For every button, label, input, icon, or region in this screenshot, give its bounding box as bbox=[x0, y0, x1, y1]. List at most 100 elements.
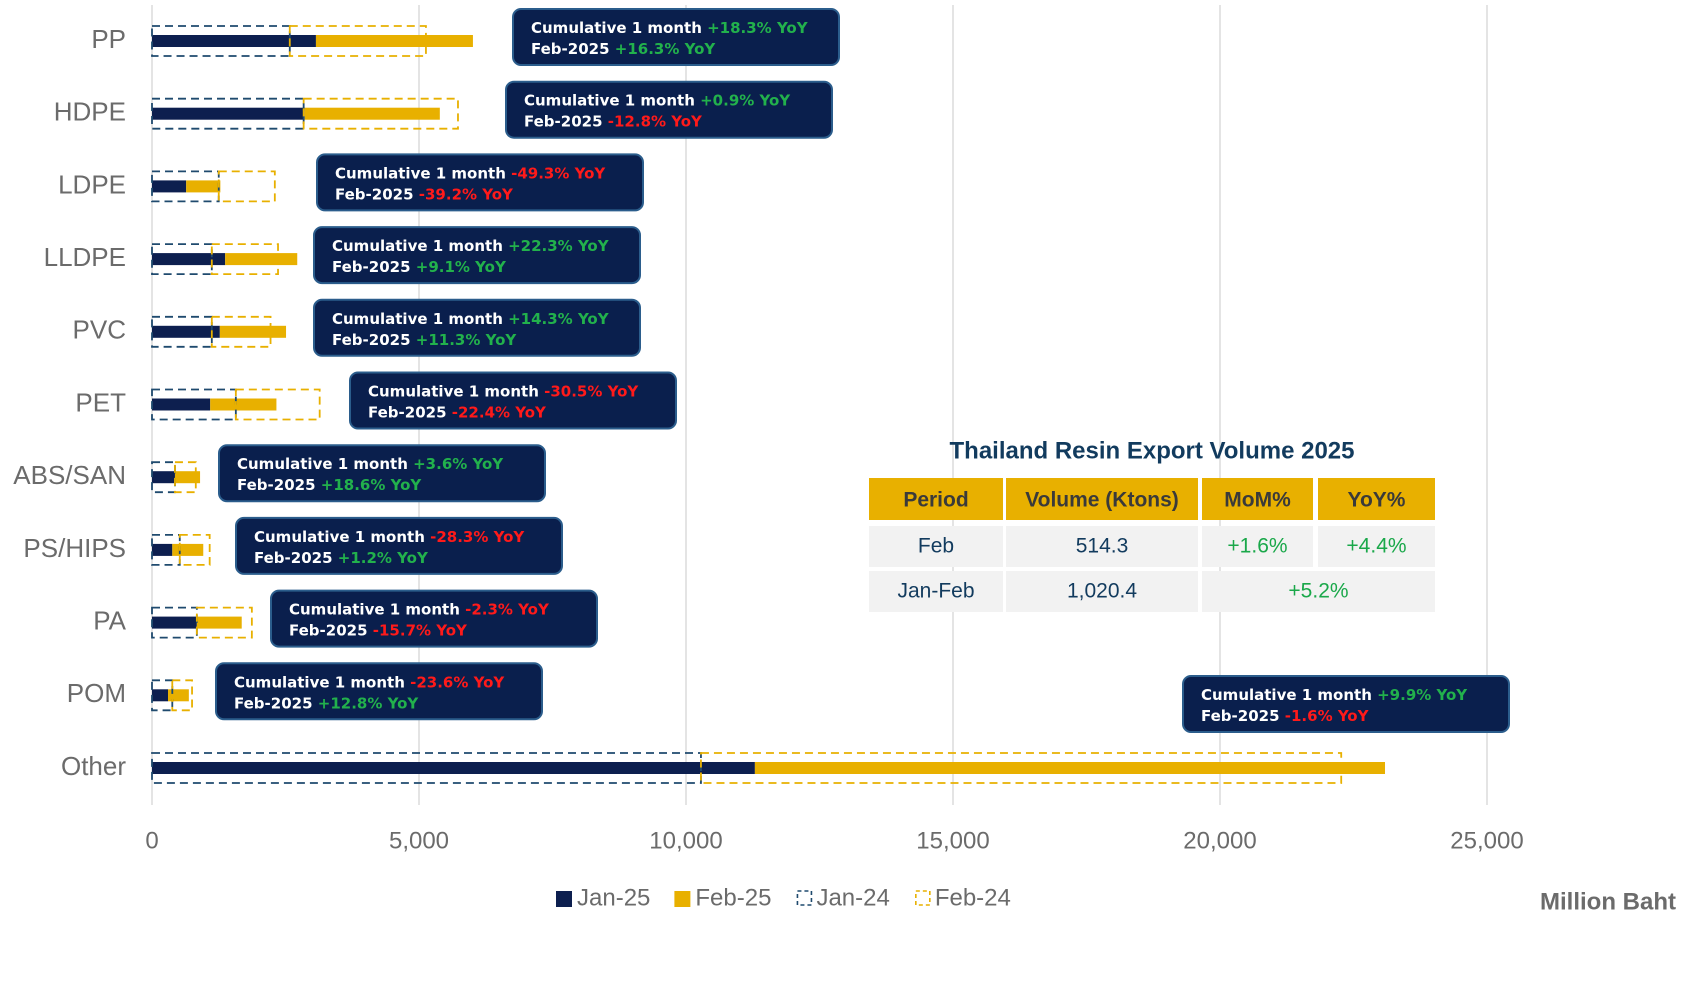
bar bbox=[152, 180, 187, 193]
bar bbox=[196, 616, 242, 629]
annotation-label: Cumulative 1 month bbox=[254, 527, 425, 545]
annotation-change: -2.3% YoY bbox=[465, 600, 550, 618]
x-tick-label: 20,000 bbox=[1183, 827, 1256, 854]
annotation-box bbox=[349, 371, 677, 430]
annotation-text: Cumulative 1 month -49.3% YoY bbox=[335, 164, 606, 182]
table-cell bbox=[869, 571, 1003, 612]
x-tick-label: 10,000 bbox=[649, 827, 722, 854]
prior-year-outline bbox=[151, 243, 213, 276]
bar bbox=[174, 471, 201, 484]
table-header: Period bbox=[903, 489, 968, 512]
annotation-change: +18.3% YoY bbox=[707, 19, 809, 37]
legend-swatch bbox=[915, 890, 931, 906]
annotation-label: Feb-2025 bbox=[335, 185, 414, 203]
annotation-text: Feb-2025 +1.2% YoY bbox=[254, 548, 429, 566]
x-axis-label: Million Baht bbox=[1540, 888, 1676, 915]
annotation-label: Feb-2025 bbox=[254, 548, 333, 566]
category-label: ABS/SAN bbox=[13, 460, 126, 490]
category-label: Other bbox=[61, 751, 126, 781]
bar bbox=[168, 689, 189, 702]
annotation-label: Feb-2025 bbox=[332, 258, 411, 276]
annotation-text: Cumulative 1 month +18.3% YoY bbox=[531, 19, 809, 37]
bar bbox=[152, 689, 169, 702]
table-header-cell bbox=[1006, 478, 1198, 520]
prior-year-outline bbox=[210, 315, 272, 348]
x-tick-label: 0 bbox=[145, 827, 158, 854]
annotation-change: +1.2% YoY bbox=[338, 548, 429, 566]
prior-year-outline bbox=[234, 388, 321, 421]
table-header: YoY% bbox=[1348, 489, 1406, 512]
legend-label: Jan-25 bbox=[577, 884, 650, 911]
table-title: Thailand Resin Export Volume 2025 bbox=[950, 437, 1355, 464]
prior-year-outline bbox=[171, 679, 193, 712]
category-label: LLDPE bbox=[44, 242, 126, 272]
category-label: PS/HIPS bbox=[23, 533, 126, 563]
annotation-change: +9.9% YoY bbox=[1377, 686, 1468, 704]
prior-year-outline bbox=[217, 170, 276, 203]
prior-year-outline bbox=[700, 752, 1343, 784]
annotation-text: Cumulative 1 month +14.3% YoY bbox=[332, 309, 610, 327]
legend-swatch bbox=[674, 891, 691, 907]
bar bbox=[304, 107, 440, 120]
prior-year-outline bbox=[151, 752, 702, 784]
annotation-box bbox=[270, 589, 598, 648]
prior-year-outline bbox=[151, 679, 174, 712]
annotation-change: -49.3% YoY bbox=[511, 164, 606, 182]
annotation-text: Cumulative 1 month -23.6% YoY bbox=[234, 673, 505, 691]
table-cell bbox=[1006, 571, 1198, 612]
table-value: Feb bbox=[918, 535, 954, 558]
annotation-box bbox=[505, 80, 833, 139]
annotation-box bbox=[218, 444, 546, 503]
table-cell bbox=[1202, 571, 1435, 612]
annotation-label: Feb-2025 bbox=[531, 40, 610, 58]
table-cell bbox=[1202, 526, 1313, 567]
legend-swatch bbox=[796, 890, 813, 906]
annotation-label: Cumulative 1 month bbox=[1201, 686, 1372, 704]
table-value: Jan-Feb bbox=[897, 580, 974, 603]
bar bbox=[210, 398, 277, 411]
annotation-change: -22.4% YoY bbox=[452, 403, 547, 421]
table-header: MoM% bbox=[1224, 489, 1291, 512]
annotation-text: Feb-2025 +16.3% YoY bbox=[531, 40, 716, 58]
bar bbox=[152, 398, 211, 411]
annotation-change: +12.8% YoY bbox=[318, 694, 420, 712]
annotation-text: Feb-2025 -1.6% YoY bbox=[1201, 707, 1370, 725]
table-value: +1.6% bbox=[1227, 535, 1287, 558]
annotation-label: Feb-2025 bbox=[1201, 707, 1280, 725]
annotation-change: +16.3% YoY bbox=[615, 40, 717, 58]
annotation-change: -12.8% YoY bbox=[608, 112, 703, 130]
bar bbox=[152, 471, 175, 484]
category-label: LDPE bbox=[58, 169, 126, 199]
annotation-change: +14.3% YoY bbox=[508, 309, 610, 327]
table-value: +4.4% bbox=[1346, 535, 1406, 558]
x-tick-label: 15,000 bbox=[916, 827, 989, 854]
annotation-text: Feb-2025 +11.3% YoY bbox=[332, 330, 517, 348]
prior-year-outline bbox=[151, 25, 291, 57]
annotation-text: Feb-2025 +12.8% YoY bbox=[234, 694, 419, 712]
annotation-label: Cumulative 1 month bbox=[234, 673, 405, 691]
annotation-text: Feb-2025 -22.4% YoY bbox=[368, 403, 547, 421]
prior-year-outline bbox=[151, 315, 213, 348]
annotation-label: Cumulative 1 month bbox=[289, 600, 460, 618]
bar bbox=[152, 35, 316, 47]
table-cell bbox=[869, 526, 1003, 567]
x-tick-label: 5,000 bbox=[389, 827, 449, 854]
category-label: PA bbox=[93, 605, 126, 635]
annotation-text: Feb-2025 -12.8% YoY bbox=[524, 112, 703, 130]
legend-label: Feb-24 bbox=[935, 884, 1011, 911]
bar bbox=[152, 107, 305, 120]
annotation-label: Feb-2025 bbox=[368, 403, 447, 421]
category-label: PP bbox=[91, 24, 126, 54]
legend-label: Feb-25 bbox=[695, 884, 771, 911]
bar bbox=[315, 35, 473, 47]
prior-year-outline bbox=[210, 243, 279, 276]
annotation-box bbox=[313, 226, 641, 285]
legend-swatch bbox=[556, 891, 572, 907]
category-label: HDPE bbox=[54, 97, 126, 127]
annotation-label: Feb-2025 bbox=[332, 330, 411, 348]
bar bbox=[152, 762, 755, 774]
bar bbox=[152, 616, 197, 629]
annotation-text: Feb-2025 -15.7% YoY bbox=[289, 621, 468, 639]
bar bbox=[219, 325, 287, 338]
